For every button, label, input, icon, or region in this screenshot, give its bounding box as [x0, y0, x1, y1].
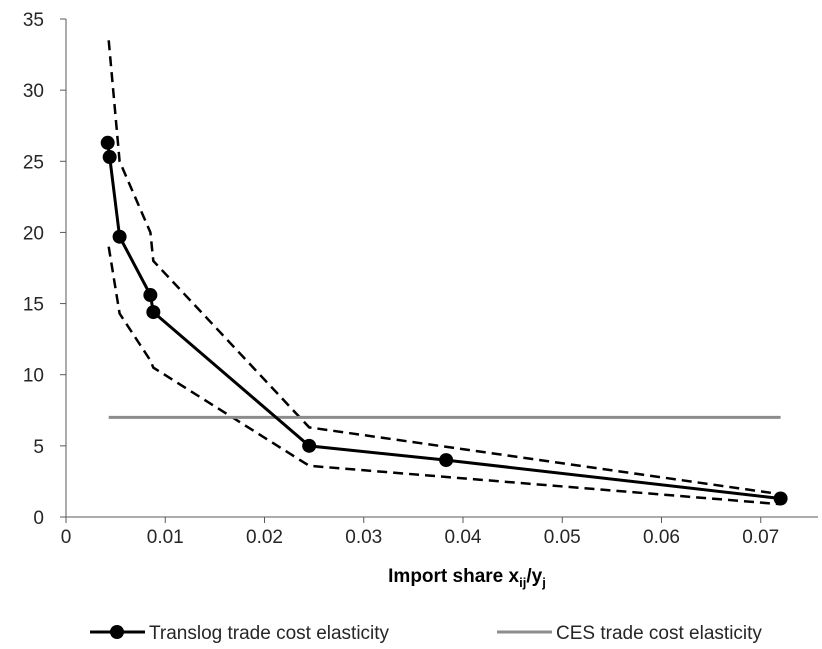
data-point-translog — [146, 305, 161, 320]
legend-marker-translog — [110, 625, 124, 639]
x-tick-label: 0.07 — [742, 527, 779, 548]
y-tick-label: 15 — [23, 295, 44, 316]
series-line-translog — [106, 142, 781, 500]
data-point-translog — [102, 150, 117, 165]
data-point-translog — [112, 229, 127, 244]
legend: Translog trade cost elasticity CES trade… — [90, 623, 762, 644]
x-axis-title: Import share xij/yj — [388, 566, 546, 590]
data-point-translog — [439, 453, 454, 468]
x-tick-label: 0.04 — [445, 527, 482, 548]
y-tick-label: 5 — [33, 437, 44, 458]
y-axis-ticks: 0 5 10 15 20 25 30 35 — [23, 10, 66, 529]
data-point-translog — [100, 135, 115, 150]
x-tick-label: 0 — [61, 527, 72, 548]
x-tick-label: 0.01 — [147, 527, 184, 548]
legend-label-translog: Translog trade cost elasticity — [149, 623, 390, 644]
x-tick-label: 0.03 — [345, 527, 382, 548]
y-tick-label: 0 — [33, 508, 44, 529]
x-tick-label: 0.05 — [544, 527, 581, 548]
y-tick-label: 20 — [23, 223, 44, 244]
plot-area — [100, 40, 788, 506]
y-tick-label: 30 — [23, 81, 44, 102]
confidence-band-lower — [107, 246, 781, 506]
data-point-translog — [143, 288, 158, 303]
y-tick-label: 25 — [23, 152, 44, 173]
data-point-translog — [773, 491, 788, 506]
y-tick-label: 35 — [23, 10, 44, 31]
y-tick-label: 10 — [23, 366, 44, 387]
confidence-band-upper — [107, 40, 781, 496]
legend-label-ces: CES trade cost elasticity — [556, 623, 762, 644]
data-point-translog — [302, 438, 317, 453]
x-tick-label: 0.06 — [643, 527, 680, 548]
x-tick-label: 0.02 — [246, 527, 283, 548]
axes — [65, 19, 818, 518]
x-axis-ticks: 0 0.01 0.02 0.03 0.04 0.05 0.06 0.07 — [61, 517, 779, 548]
